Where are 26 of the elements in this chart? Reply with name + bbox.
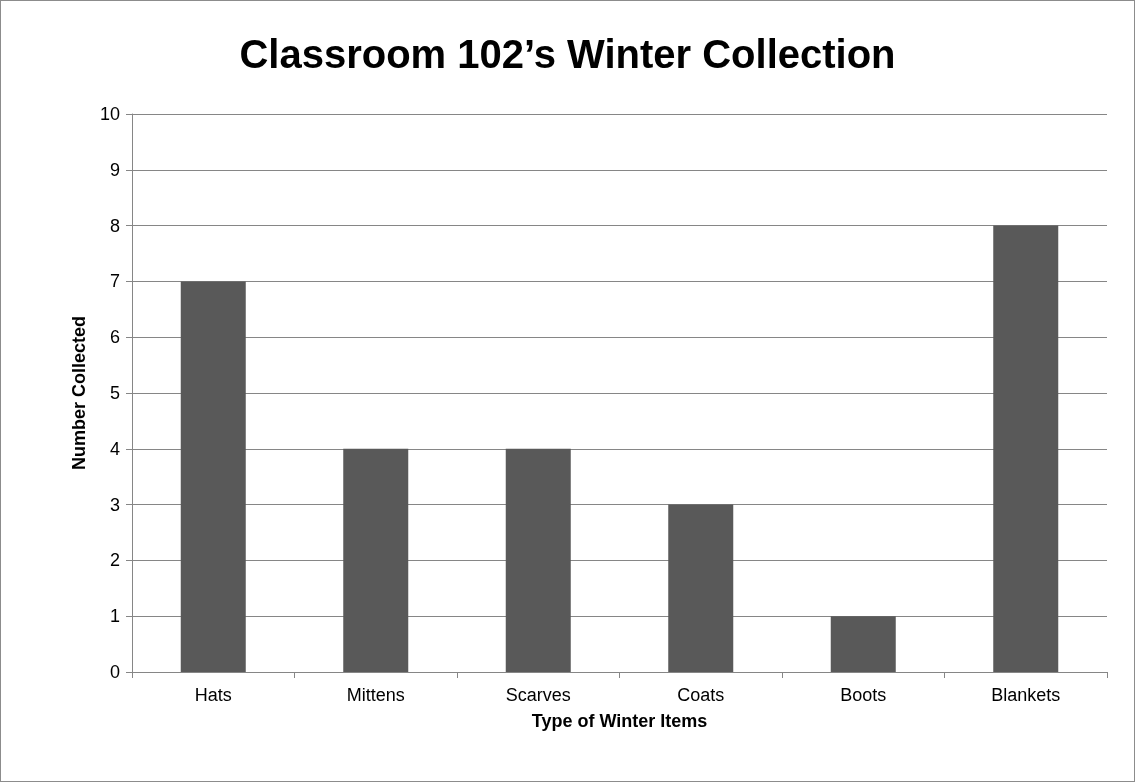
y-tick-label: 1	[109, 606, 120, 627]
bar	[668, 504, 734, 672]
bar	[343, 448, 409, 672]
y-axis-title: Number Collected	[69, 315, 89, 471]
y-tick-label: 5	[109, 383, 120, 403]
y-tick-label: 2	[109, 550, 120, 571]
y-tick-label: 8	[109, 215, 120, 236]
bar	[505, 448, 571, 672]
y-tick-label: 10	[99, 104, 120, 124]
bar	[180, 281, 246, 672]
x-tick-label: Mittens	[346, 685, 405, 705]
y-tick-label: 6	[109, 327, 120, 348]
x-axis-title: Type of Winter Items	[531, 711, 708, 731]
y-tick-label: 3	[109, 494, 120, 515]
x-tick-label: Boots	[840, 685, 887, 705]
x-tick-label: Coats	[677, 685, 725, 705]
y-tick-label: 7	[109, 271, 120, 292]
x-tick-label: Blankets	[991, 685, 1061, 705]
y-tick-label: 0	[109, 662, 120, 682]
y-tick-label: 9	[109, 159, 120, 180]
y-tick-label: 4	[109, 438, 120, 459]
bar	[830, 616, 896, 672]
x-tick-label: Scarves	[505, 685, 571, 705]
chart-title: Classroom 102’s Winter Collection	[239, 32, 896, 76]
x-tick-label: Hats	[194, 685, 232, 705]
bar	[993, 225, 1059, 672]
